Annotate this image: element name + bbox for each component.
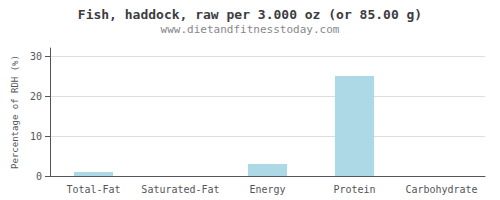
svg-text:Saturated-Fat: Saturated-Fat [141, 184, 219, 195]
svg-text:Total-Fat: Total-Fat [66, 184, 120, 195]
svg-text:20: 20 [30, 91, 42, 102]
svg-text:Protein: Protein [333, 184, 375, 195]
svg-text:Carbohydrate: Carbohydrate [405, 184, 477, 195]
svg-text:30: 30 [30, 51, 42, 62]
svg-text:Fish, haddock, raw per 3.000 o: Fish, haddock, raw per 3.000 oz (or 85.0… [78, 7, 422, 22]
svg-text:10: 10 [30, 131, 42, 142]
svg-text:Energy: Energy [249, 184, 285, 195]
svg-text:www.dietandfitnesstoday.com: www.dietandfitnesstoday.com [161, 23, 340, 36]
svg-text:0: 0 [36, 171, 42, 182]
svg-text:Percentage of RDH (%): Percentage of RDH (%) [10, 55, 20, 169]
